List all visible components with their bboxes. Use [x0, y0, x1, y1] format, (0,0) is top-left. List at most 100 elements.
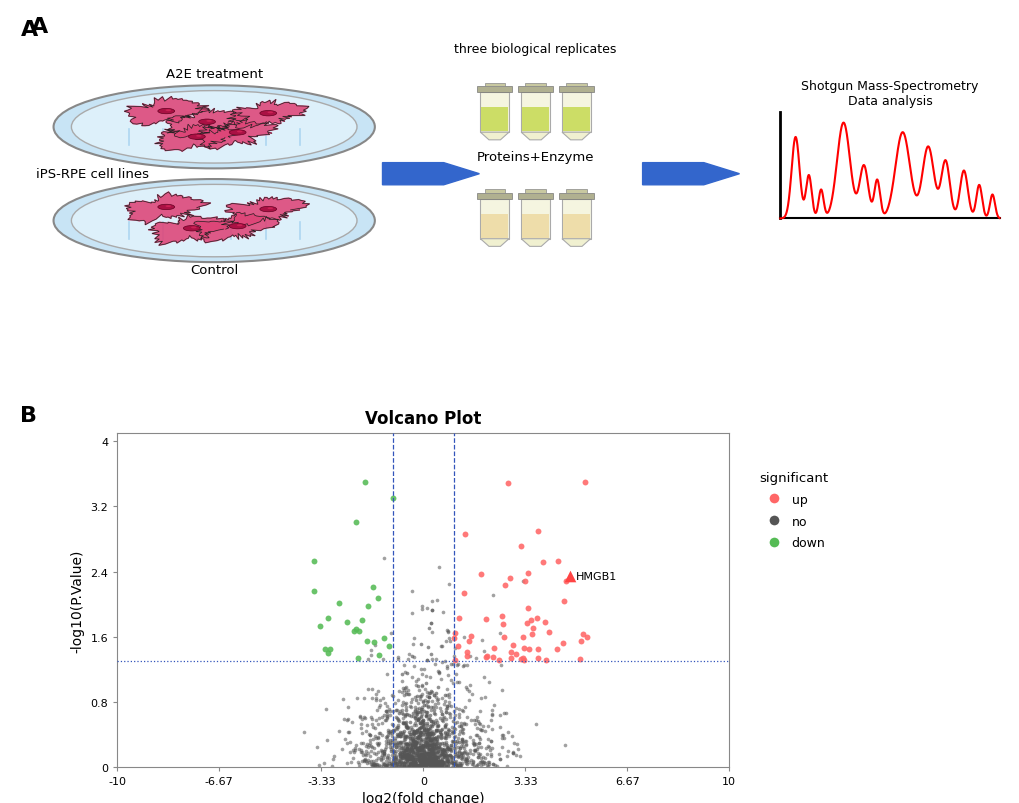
Point	[579, 630, 595, 643]
Point	[393, 675, 410, 687]
Point	[414, 714, 430, 727]
Point	[383, 757, 399, 770]
Point	[468, 722, 484, 735]
Point	[416, 735, 432, 748]
Point	[347, 623, 364, 636]
Point	[440, 669, 457, 682]
Point	[446, 756, 463, 768]
Point	[404, 756, 420, 769]
Point	[472, 733, 488, 746]
Point	[446, 745, 463, 758]
Point	[412, 717, 428, 730]
Point	[406, 748, 422, 760]
Point	[389, 736, 406, 748]
Point	[412, 704, 428, 717]
Point	[391, 685, 408, 698]
Point	[491, 752, 507, 765]
Point	[406, 751, 422, 764]
Point	[395, 757, 412, 770]
Point	[368, 688, 384, 701]
Text: A: A	[31, 17, 48, 37]
Point	[411, 744, 427, 756]
Point	[428, 747, 444, 760]
Point	[433, 744, 449, 757]
Point	[504, 639, 521, 652]
Point	[438, 727, 454, 740]
Point	[466, 739, 482, 752]
Point	[452, 752, 469, 765]
Point	[434, 707, 450, 720]
Polygon shape	[194, 213, 279, 243]
Point	[386, 756, 403, 768]
Point	[420, 691, 436, 703]
Point	[483, 735, 499, 748]
Point	[406, 728, 422, 740]
Point	[521, 643, 537, 656]
Point	[437, 713, 453, 726]
Point	[424, 758, 440, 771]
Point	[391, 736, 408, 749]
Point	[412, 752, 428, 765]
Point	[390, 650, 407, 663]
Point	[485, 758, 501, 771]
Point	[401, 715, 418, 728]
Point	[469, 728, 485, 741]
Point	[410, 745, 426, 758]
Point	[397, 719, 414, 732]
Point	[410, 697, 426, 710]
Point	[422, 738, 438, 751]
Point	[427, 658, 443, 671]
Point	[427, 753, 443, 766]
Point	[418, 759, 434, 772]
Point	[503, 730, 520, 743]
Point	[408, 739, 424, 752]
Point	[406, 759, 422, 772]
Point	[453, 733, 470, 746]
Point	[413, 735, 429, 748]
Point	[449, 740, 466, 753]
Point	[438, 699, 454, 712]
Point	[390, 707, 407, 719]
Point	[429, 692, 445, 705]
Point	[445, 756, 462, 769]
Point	[428, 732, 444, 745]
Point	[455, 745, 472, 758]
Point	[446, 729, 463, 742]
Point	[413, 720, 429, 733]
Point	[412, 748, 428, 760]
Point	[376, 747, 392, 760]
Point	[306, 555, 322, 568]
Point	[415, 695, 431, 707]
Point	[414, 752, 430, 764]
Point	[426, 757, 442, 770]
Point	[427, 725, 443, 738]
Point	[384, 744, 400, 756]
Point	[438, 749, 454, 762]
Point	[416, 724, 432, 736]
Point	[438, 739, 454, 752]
Point	[440, 756, 457, 769]
Point	[455, 528, 472, 540]
Point	[351, 760, 367, 773]
Point	[433, 728, 449, 741]
Point	[428, 744, 444, 756]
Point	[465, 756, 481, 768]
Point	[451, 742, 468, 755]
Point	[392, 746, 409, 759]
Point	[400, 736, 417, 749]
Point	[338, 756, 355, 769]
Point	[417, 747, 433, 760]
Point	[429, 731, 445, 744]
Point	[406, 760, 422, 772]
Point	[412, 748, 428, 761]
Point	[408, 747, 424, 760]
Point	[354, 712, 370, 725]
Point	[420, 748, 436, 760]
Point	[449, 732, 466, 744]
Point	[401, 752, 418, 764]
Point	[430, 756, 446, 769]
Point	[418, 753, 434, 766]
Point	[393, 749, 410, 762]
Point	[419, 686, 435, 699]
Point	[422, 759, 438, 772]
